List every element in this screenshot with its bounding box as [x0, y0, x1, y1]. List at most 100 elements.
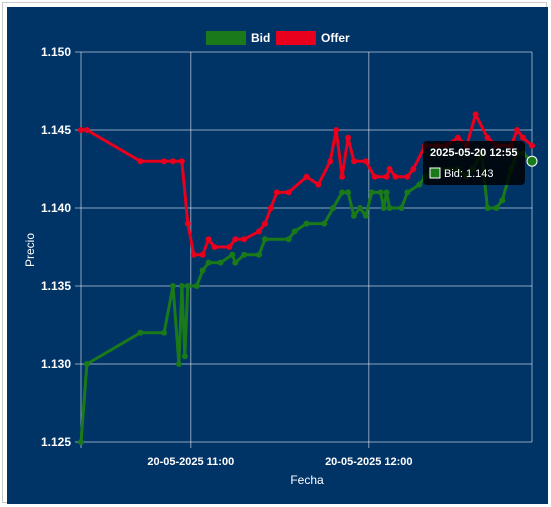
offer-point[interactable] — [273, 189, 280, 196]
bid-point[interactable] — [199, 267, 206, 274]
bid-point[interactable] — [362, 212, 369, 219]
y-tick-label: 1.140 — [41, 201, 71, 215]
offer-point[interactable] — [267, 205, 274, 211]
x-axis-title: Fecha — [290, 473, 324, 487]
bid-point[interactable] — [178, 283, 185, 289]
offer-point[interactable] — [241, 236, 248, 243]
price-chart[interactable]: 1.125 1.130 1.135 1.140 1.145 1.150 20-05-202… — [7, 7, 548, 504]
offer-point[interactable] — [169, 158, 176, 165]
bid-point[interactable] — [377, 189, 384, 196]
offer-point[interactable] — [184, 220, 191, 227]
offer-point[interactable] — [333, 127, 340, 133]
bid-point[interactable] — [256, 251, 263, 258]
offer-point[interactable] — [205, 236, 212, 243]
chart-panel: 1.125 1.130 1.135 1.140 1.145 1.150 20-05-202… — [7, 7, 548, 504]
offer-point[interactable] — [256, 228, 263, 235]
bid-point[interactable] — [404, 189, 411, 196]
y-axis: 1.125 1.130 1.135 1.140 1.145 1.150 — [41, 45, 71, 449]
bid-point[interactable] — [232, 259, 239, 266]
offer-point[interactable] — [190, 251, 197, 258]
offer-point[interactable] — [514, 127, 521, 133]
offer-point[interactable] — [345, 134, 352, 141]
legend-swatch-bid — [206, 31, 246, 45]
x-tick-label: 20-05-2025 11:00 — [147, 456, 234, 468]
bid-point[interactable] — [386, 205, 393, 211]
offer-point[interactable] — [211, 244, 218, 250]
offer-point[interactable] — [472, 111, 479, 118]
offer-point[interactable] — [371, 173, 378, 180]
bid-point[interactable] — [291, 228, 298, 235]
offer-point[interactable] — [199, 251, 206, 258]
offer-point[interactable] — [392, 173, 399, 180]
bid-point[interactable] — [175, 361, 182, 367]
offer-point[interactable] — [484, 134, 491, 141]
bid-point[interactable] — [368, 189, 375, 196]
offer-point[interactable] — [261, 220, 268, 227]
y-axis-title: Precio — [23, 233, 37, 267]
offer-point[interactable] — [362, 158, 369, 165]
legend-label-bid: Bid — [251, 31, 270, 45]
offer-point[interactable] — [178, 158, 185, 165]
offer-point[interactable] — [315, 181, 322, 188]
offer-point[interactable] — [339, 173, 346, 180]
bid-point[interactable] — [285, 236, 292, 243]
offer-point[interactable] — [454, 134, 461, 141]
offer-point[interactable] — [232, 236, 239, 243]
bid-point[interactable] — [205, 259, 212, 266]
offer-point[interactable] — [303, 173, 310, 180]
offer-point[interactable] — [386, 166, 393, 172]
legend-item-bid[interactable]: Bid — [206, 31, 270, 45]
tooltip: 2025-05-20 12:55 Bid: 1.143 — [423, 141, 538, 185]
bid-point[interactable] — [356, 205, 363, 211]
bid-point[interactable] — [261, 236, 268, 243]
offer-point[interactable] — [226, 244, 233, 250]
bid-point[interactable] — [303, 220, 310, 227]
bid-point[interactable] — [339, 189, 346, 196]
bid-line — [79, 151, 533, 443]
bid-point[interactable] — [78, 439, 84, 445]
bid-point[interactable] — [241, 251, 248, 258]
bid-point[interactable] — [217, 259, 224, 266]
bid-point[interactable] — [330, 205, 337, 211]
offer-point[interactable] — [83, 127, 90, 133]
tooltip-swatch — [429, 167, 441, 179]
bid-point[interactable] — [416, 181, 423, 188]
offer-point[interactable] — [383, 173, 390, 180]
offer-point[interactable] — [78, 127, 84, 133]
bid-point[interactable] — [83, 361, 90, 367]
bid-point[interactable] — [161, 329, 168, 336]
offer-point[interactable] — [520, 134, 527, 141]
bid-point[interactable] — [350, 212, 357, 219]
bid-point[interactable] — [484, 205, 491, 211]
bid-point[interactable] — [383, 189, 390, 196]
tooltip-value: Bid: 1.143 — [444, 168, 494, 180]
x-axis: 20-05-2025 11:00 20-05-2025 12:00 — [147, 456, 412, 468]
offer-point[interactable] — [327, 158, 334, 165]
bid-point[interactable] — [493, 205, 500, 211]
bid-point[interactable] — [229, 251, 236, 258]
y-tick-label: 1.130 — [41, 357, 71, 371]
bid-point[interactable] — [321, 220, 328, 227]
bid-point[interactable] — [193, 283, 200, 289]
offer-point[interactable] — [285, 189, 292, 196]
legend[interactable]: Bid Offer — [206, 31, 350, 45]
bid-point[interactable] — [184, 283, 191, 289]
bid-point[interactable] — [345, 189, 352, 196]
bid-point[interactable] — [398, 205, 405, 211]
offer-point[interactable] — [161, 158, 168, 165]
bid-point[interactable] — [499, 197, 506, 204]
bid-point[interactable] — [169, 283, 176, 289]
grid — [75, 51, 533, 448]
bid-point[interactable] — [137, 329, 144, 336]
offer-point[interactable] — [404, 173, 411, 180]
legend-item-offer[interactable]: Offer — [276, 31, 350, 45]
y-tick-label: 1.145 — [41, 123, 71, 137]
bid-point[interactable] — [380, 205, 387, 211]
offer-point[interactable] — [410, 166, 417, 172]
bid-point[interactable] — [181, 353, 188, 360]
hover-point — [526, 155, 538, 167]
offer-point[interactable] — [350, 158, 357, 165]
offer-point[interactable] — [529, 142, 535, 149]
bid-series — [78, 150, 535, 445]
offer-point[interactable] — [137, 158, 144, 165]
